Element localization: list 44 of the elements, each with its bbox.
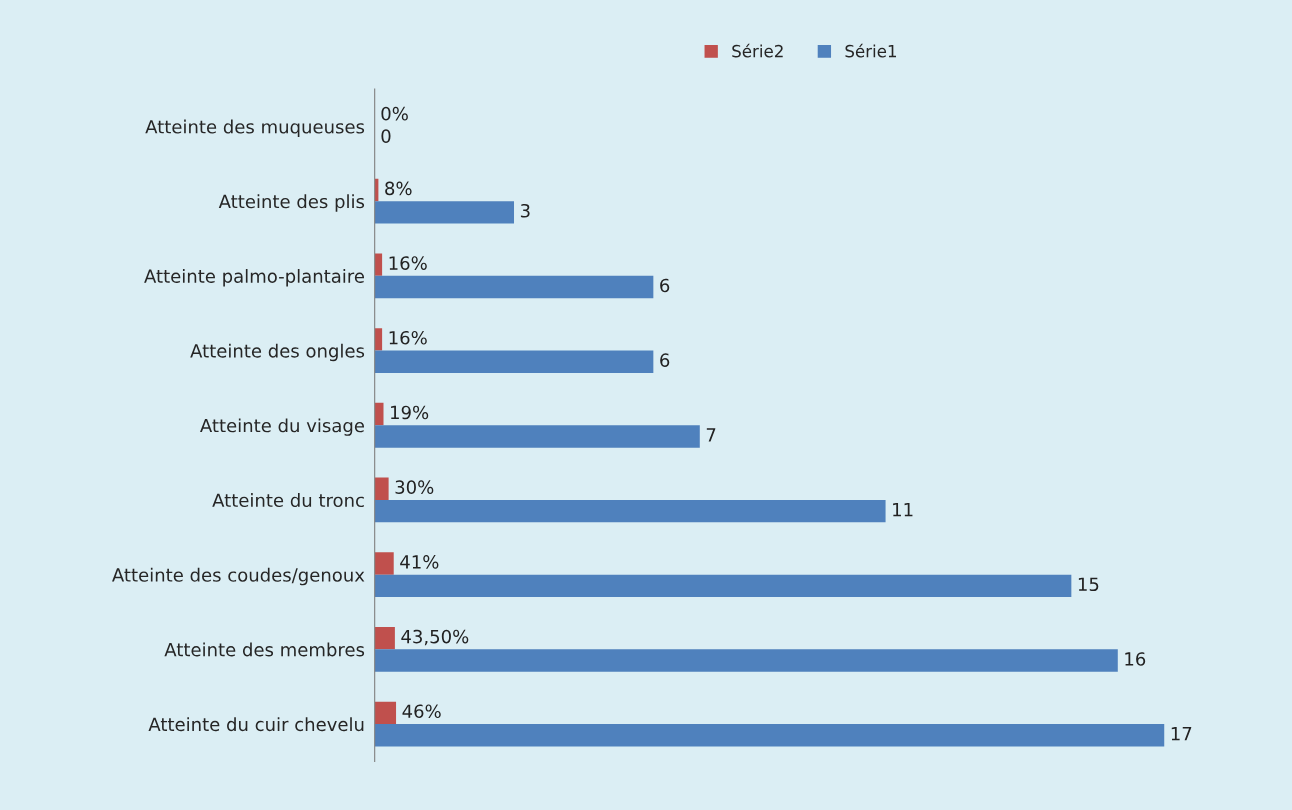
bar: [374, 477, 389, 500]
data-label: 16: [1125, 652, 1146, 666]
bar: [374, 724, 1165, 747]
y-tick-label: Atteinte des coudes/genoux: [112, 567, 365, 586]
data-label: 6: [660, 353, 670, 367]
data-label: 30%: [395, 480, 434, 494]
bar: [374, 701, 397, 725]
bar: [374, 499, 886, 523]
data-label: 6: [660, 278, 670, 293]
data-label: 0%: [381, 106, 408, 121]
legend-label: Série2: [732, 43, 783, 58]
data-label: 46%: [402, 704, 441, 719]
bar: [374, 350, 654, 373]
bar: [374, 253, 383, 276]
data-label: 0: [381, 129, 391, 143]
data-label: 41%: [400, 555, 439, 569]
y-tick-label: Atteinte des membres: [164, 642, 365, 657]
bar: [374, 201, 515, 224]
data-label: 3: [520, 203, 530, 218]
y-tick-label: Atteinte du tronc: [212, 493, 364, 508]
data-label: 7: [706, 428, 716, 442]
data-label: 17: [1171, 727, 1192, 741]
y-tick-label: Atteinte du cuir chevelu: [148, 717, 364, 732]
data-label: 11: [893, 502, 913, 517]
data-label: 16%: [389, 256, 427, 270]
bar: [374, 328, 383, 351]
legend-label: Série1: [845, 43, 897, 58]
data-label: 19%: [391, 405, 429, 420]
y-tick-label: Atteinte des muqueuses: [145, 119, 365, 138]
y-tick-label: Atteinte palmo-plantaire: [144, 268, 364, 287]
y-tick-label: Atteinte du visage: [200, 418, 364, 436]
y-tick-label: Atteinte des plis: [218, 194, 365, 212]
bar: [374, 552, 394, 575]
data-label: 16%: [389, 330, 427, 345]
bar: [374, 275, 654, 299]
bar: [374, 425, 700, 448]
data-label: 15: [1078, 577, 1099, 592]
data-label: 43,50%: [401, 629, 469, 646]
data-label: 8%: [385, 181, 412, 196]
bar: [374, 649, 1118, 672]
bar: [374, 574, 1072, 598]
y-tick-label: Atteinte des ongles: [190, 343, 365, 362]
bar: [374, 402, 384, 426]
bar: [374, 626, 395, 650]
